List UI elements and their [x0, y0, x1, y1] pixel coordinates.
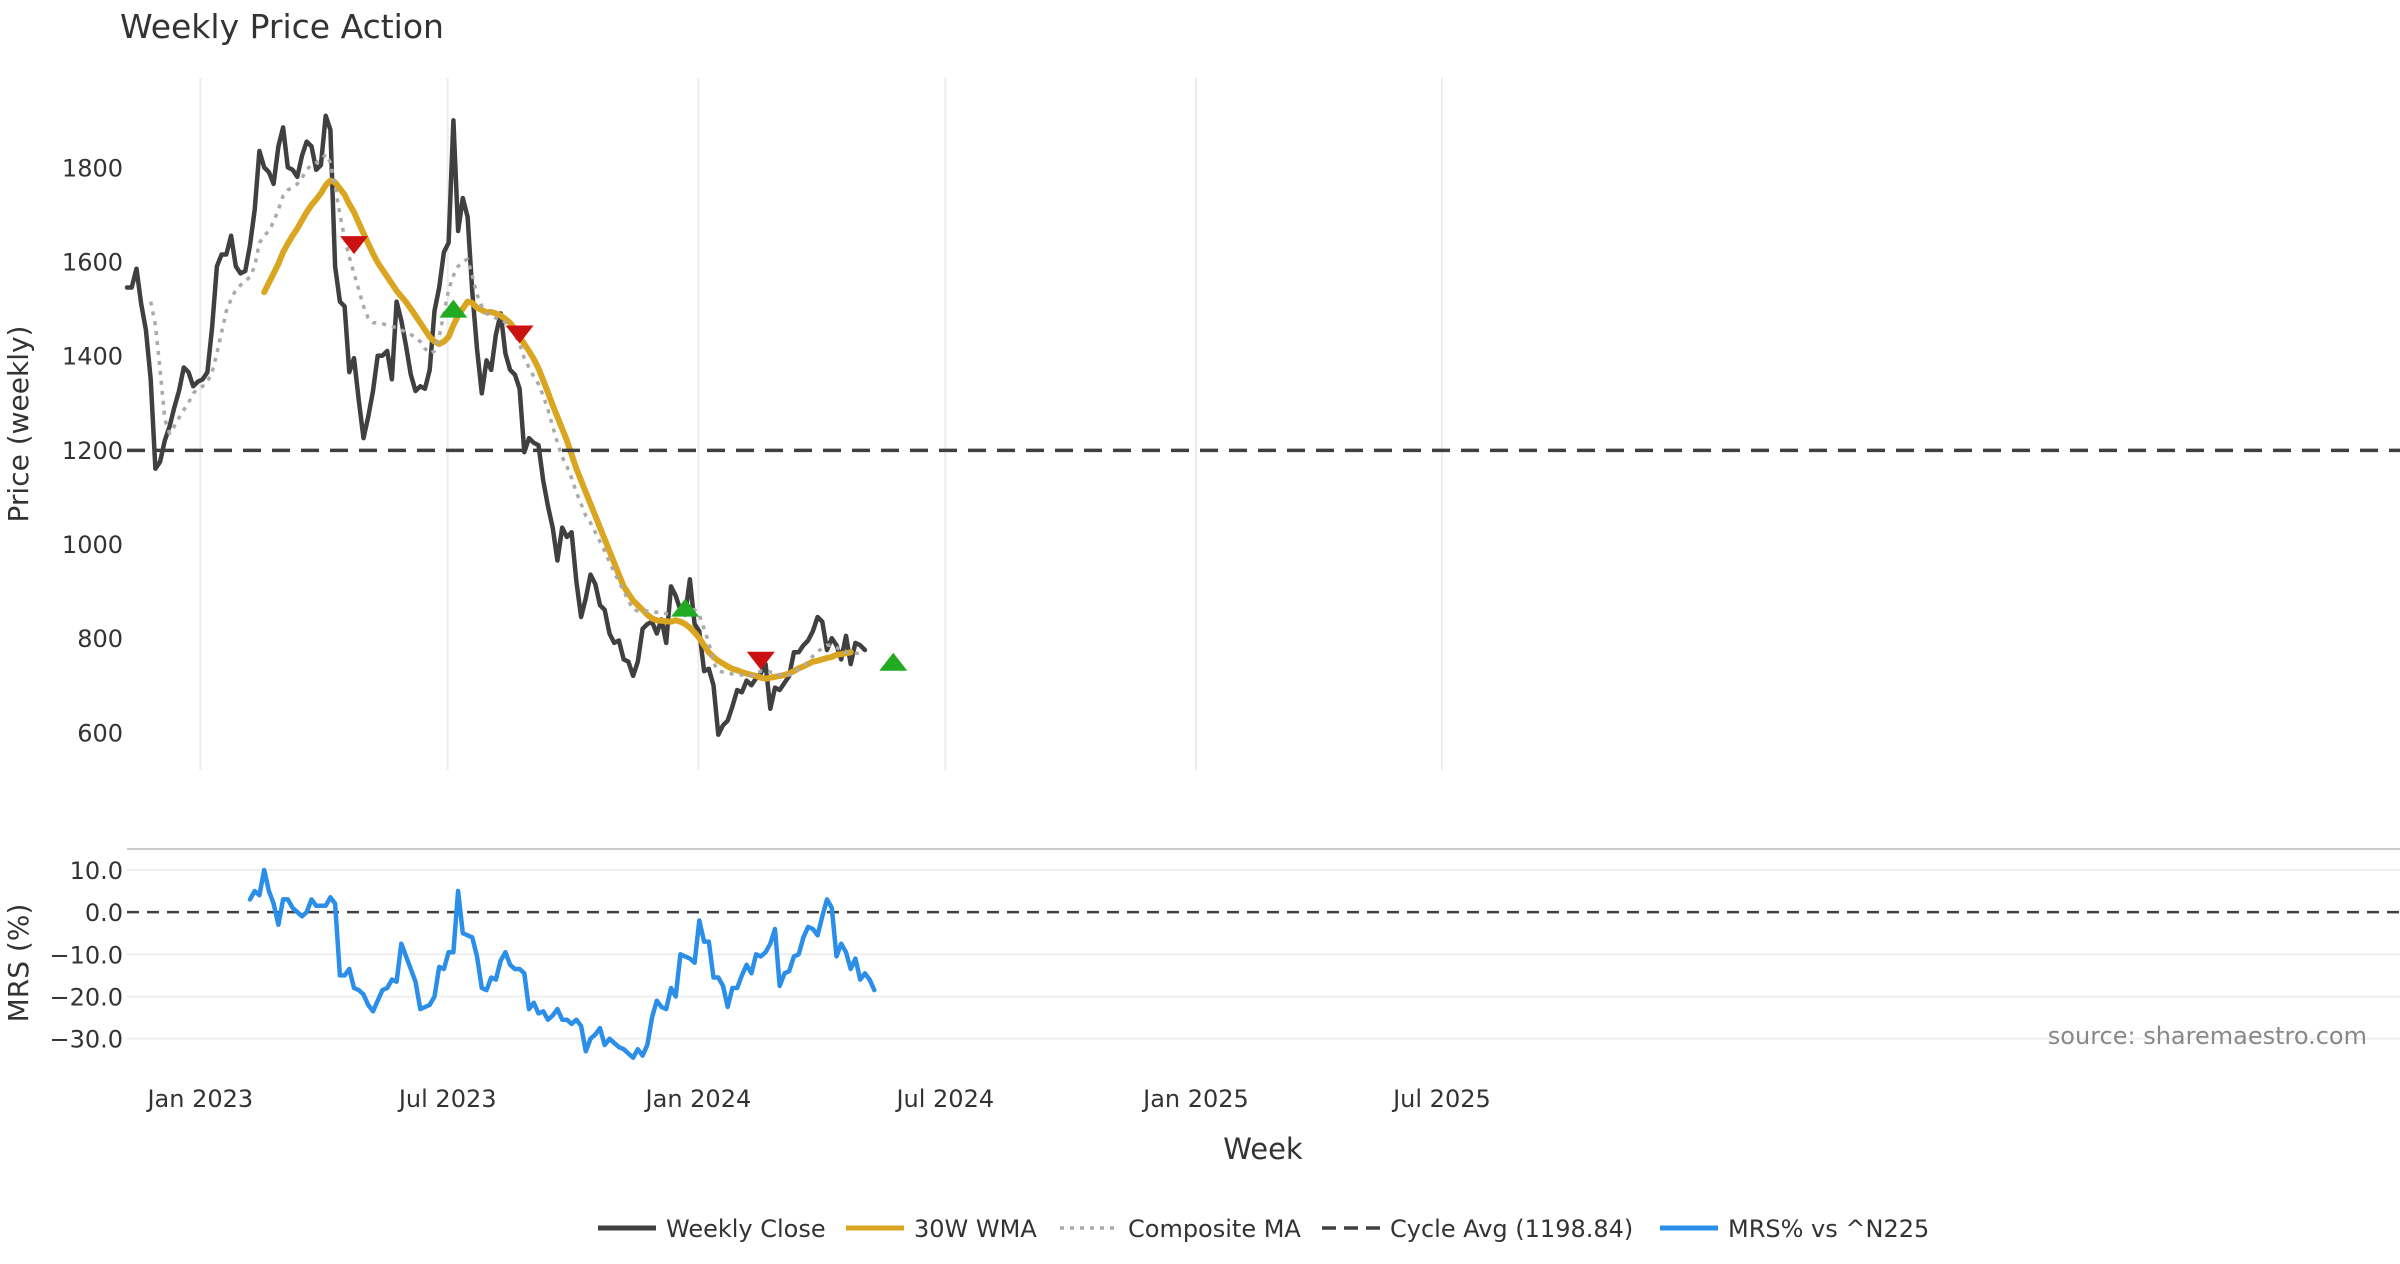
- x-tick-label: Jul 2025: [1391, 1085, 1491, 1113]
- price-y-tick-label: 600: [77, 719, 123, 747]
- legend-label: MRS% vs ^N225: [1728, 1215, 1929, 1243]
- price-y-axis-label: Price (weekly): [2, 326, 35, 523]
- price-y-tick-label: 1800: [62, 154, 123, 182]
- series-30w-wma-line: [261, 177, 854, 682]
- x-tick-labels: Jan 2023 Jul 2023 Jan 2024 Jul 2024 Jan 2025…: [145, 1085, 1490, 1113]
- mrs-y-tick-label: −20.0: [49, 983, 123, 1011]
- buy-signal-marker: [671, 598, 700, 617]
- sell-signal-marker: [505, 325, 534, 344]
- signal-markers: [340, 236, 908, 671]
- price-series-layer: [124, 113, 2400, 737]
- mrs-y-tick-label: 0.0: [85, 899, 123, 927]
- mrs-gridlines: [127, 868, 2400, 1040]
- mrs-y-ticks: 10.0 0.0 −10.0 −20.0 −30.0: [49, 857, 123, 1054]
- price-y-ticks: 600 800 1000 1200 1400 1600 1800: [62, 154, 123, 747]
- series-weekly-close-line: [124, 113, 868, 737]
- price-y-tick-label: 800: [77, 625, 123, 653]
- mrs-y-axis-label: MRS (%): [2, 904, 35, 1023]
- x-axis-label: Week: [1223, 1132, 1303, 1166]
- x-tick-label: Jan 2025: [1141, 1085, 1249, 1113]
- sell-signal-marker: [746, 651, 775, 670]
- x-tick-label: Jul 2024: [894, 1085, 994, 1113]
- buy-signal-marker: [879, 652, 908, 671]
- x-tick-label: Jan 2024: [644, 1085, 752, 1113]
- series-composite-ma-line: [148, 152, 865, 678]
- price-y-tick-label: 1000: [62, 531, 123, 559]
- legend-label: 30W WMA: [914, 1215, 1037, 1243]
- sell-signal-marker: [340, 236, 369, 255]
- series-mrs-line: [247, 867, 877, 1060]
- mrs-series-layer: [247, 867, 877, 1060]
- price-gridlines: [199, 78, 1443, 770]
- legend-label: Composite MA: [1128, 1215, 1301, 1243]
- price-y-tick-label: 1600: [62, 249, 123, 277]
- legend-label: Cycle Avg (1198.84): [1390, 1215, 1633, 1243]
- x-tick-label: Jan 2023: [145, 1085, 253, 1113]
- price-y-tick-label: 1400: [62, 343, 123, 371]
- chart-title: Weekly Price Action: [120, 7, 444, 46]
- mrs-y-tick-label: −30.0: [49, 1026, 123, 1054]
- mrs-y-tick-label: 10.0: [70, 857, 123, 885]
- buy-signal-marker: [439, 299, 468, 318]
- legend-label: Weekly Close: [666, 1215, 826, 1243]
- x-tick-label: Jul 2023: [397, 1085, 497, 1113]
- source-annotation: source: sharemaestro.com: [2048, 1022, 2367, 1050]
- legend: Weekly Close 30W WMA Composite MA Cycle Avg…: [598, 1215, 1929, 1243]
- mrs-y-tick-label: −10.0: [49, 941, 123, 969]
- price-y-tick-label: 1200: [62, 437, 123, 465]
